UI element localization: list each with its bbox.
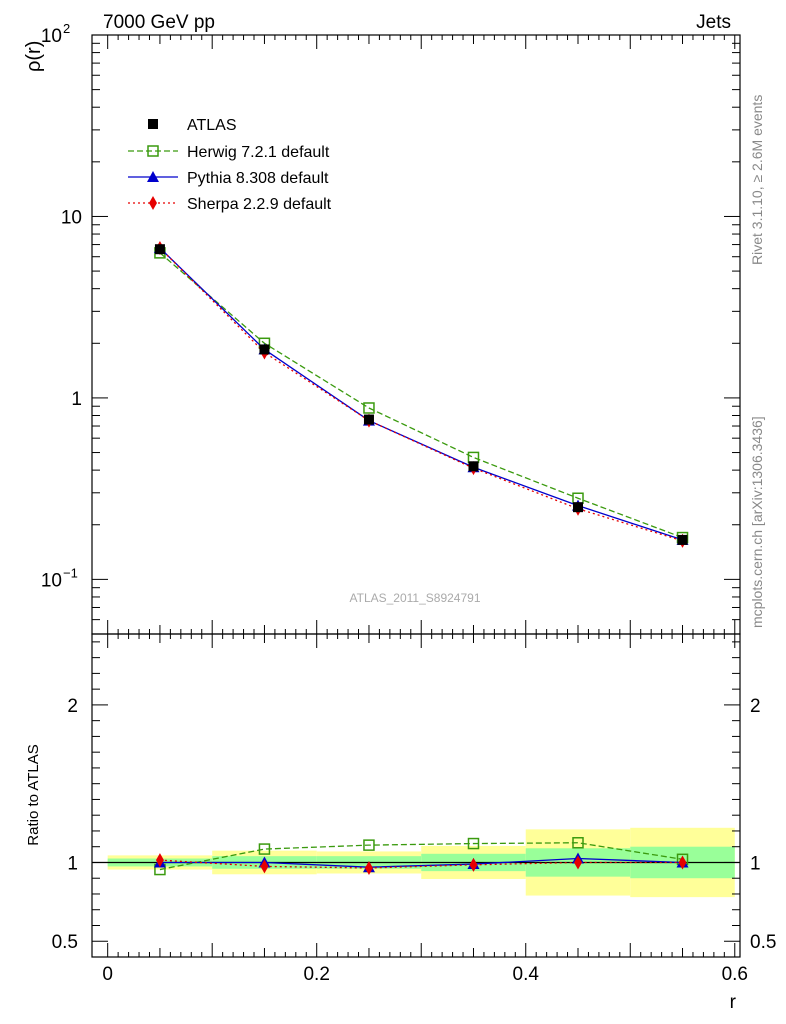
x-tick-label: 0.6 (722, 964, 748, 985)
main-point-atlas (573, 502, 583, 513)
ratio-y-tick-label-right: 0.5 (750, 932, 776, 953)
rivet-label: Rivet 3.1.10, ≥ 2.6M events (749, 95, 765, 265)
legend-marker-herwig (147, 145, 159, 157)
ratio-point-sherpa (574, 855, 582, 870)
ratio-point-sherpa (155, 853, 164, 868)
legend-marker-atlas (148, 119, 158, 129)
ratio-point-sherpa (364, 860, 373, 875)
ratio-point-herwig (363, 839, 375, 851)
main-point-atlas (468, 461, 479, 472)
x-tick-label: 0 (102, 964, 113, 985)
ratio-line-herwig (159, 842, 683, 871)
main-point-atlas (363, 414, 374, 425)
source-label: mcplots.cern.ch [arXiv:1306.3436] (749, 416, 765, 628)
main-y-tick-label: 10 (41, 26, 62, 47)
ratio-line-pythia (159, 857, 683, 868)
legend: ATLAS Herwig 7.2.1 default Pythia 8.308 de… (128, 117, 332, 213)
main-y-axis-label: ρ(r) (23, 41, 45, 72)
ratio-point-sherpa (678, 855, 687, 870)
legend-marker-sherpa (149, 196, 157, 210)
main-point-herwig (467, 451, 480, 464)
legend-label-sherpa: Sherpa 2.2.9 default (187, 196, 332, 213)
ratio-point-herwig (467, 837, 480, 850)
x-tick-label: 0.4 (513, 964, 540, 985)
legend-marker-pythia (147, 171, 159, 182)
main-y-tick-label: 1 (71, 389, 82, 410)
ratio-y-tick-label: 0.5 (52, 932, 78, 953)
main-point-atlas (259, 344, 270, 355)
ratio-y-tick-label-right: 1 (750, 853, 761, 874)
main-point-herwig (363, 402, 375, 414)
ratio-line-sherpa (159, 859, 683, 869)
legend-label-herwig: Herwig 7.2.1 default (187, 144, 330, 161)
main-point-atlas (677, 534, 688, 545)
main-line-sherpa (159, 247, 683, 542)
ratio-point-herwig (572, 837, 584, 849)
main-y-tick-exponent: −1 (63, 565, 78, 580)
main-y-tick-label: 10 (61, 207, 82, 228)
ratio-point-sherpa (469, 857, 478, 872)
ratio-panel: 0 0.2 0.4 0.60.5 0.51 12 2 (52, 633, 776, 985)
main-line-pythia (159, 247, 683, 541)
header-right: Jets (696, 12, 731, 33)
legend-label-atlas: ATLAS (187, 117, 237, 134)
ratio-y-tick-label-right: 2 (750, 696, 761, 717)
main-y-tick-exponent: 2 (63, 21, 70, 36)
ratio-y-axis-label: Ratio to ATLAS (25, 744, 42, 845)
analysis-label: ATLAS_2011_S8924791 (350, 591, 481, 605)
legend-label-pythia: Pythia 8.308 default (187, 170, 329, 187)
main-point-atlas (154, 244, 165, 255)
ratio-point-sherpa (260, 859, 269, 874)
main-line-herwig (159, 252, 683, 539)
ratio-y-tick-label: 2 (67, 696, 78, 717)
x-axis-label: r (730, 992, 737, 1013)
ratio-frame (91, 633, 741, 958)
main-y-tick-label: 10 (41, 570, 62, 591)
ratio-point-herwig (258, 843, 271, 855)
x-tick-label: 0.2 (303, 964, 329, 985)
ratio-y-tick-label: 1 (67, 853, 78, 874)
header-left: 7000 GeV pp (103, 12, 215, 33)
